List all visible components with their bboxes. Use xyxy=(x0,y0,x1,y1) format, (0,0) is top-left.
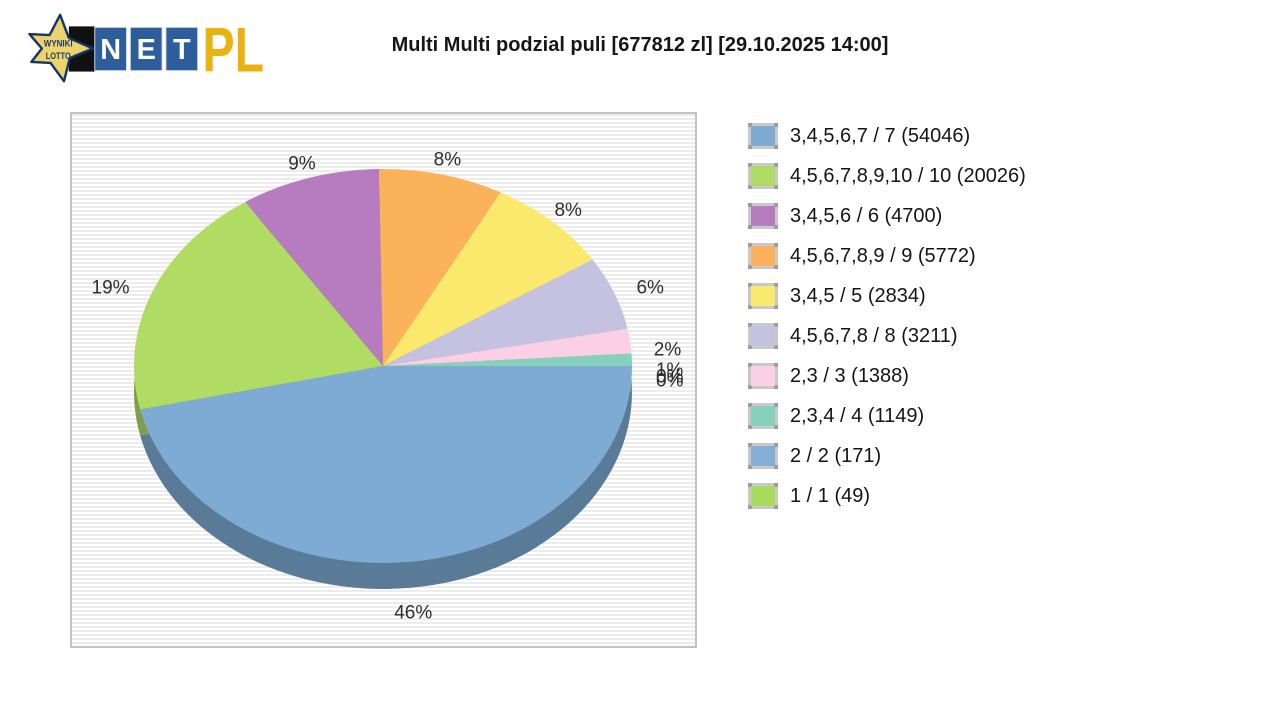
logo-star-text-line1: WYNIKI xyxy=(44,39,73,50)
legend-label: 4,5,6,7,8 / 8 (3211) xyxy=(790,324,958,347)
legend-swatch-color xyxy=(751,446,775,466)
legend-swatch-color xyxy=(751,486,775,506)
legend-swatch xyxy=(748,123,778,149)
legend-item: 3,4,5,6 / 6 (4700) xyxy=(748,196,1026,236)
legend-label: 1 / 1 (49) xyxy=(790,484,871,507)
legend-label: 2,3,4 / 4 (1149) xyxy=(790,404,925,427)
logo-star-text-line2: LOTTO xyxy=(46,51,71,62)
legend-swatch-color xyxy=(751,366,775,386)
pie-percent-label: 0% xyxy=(656,371,684,392)
legend-label: 4,5,6,7,8,9 / 9 (5772) xyxy=(790,244,976,267)
page-title: Multi Multi podzial puli [677812 zl] [29… xyxy=(391,34,889,56)
pie-slice xyxy=(383,328,632,366)
legend-swatch xyxy=(748,483,778,509)
pie-percent-label: 8% xyxy=(554,200,582,221)
logo-tile-e xyxy=(129,26,163,72)
pie-slice xyxy=(134,201,383,410)
legend-swatch-color xyxy=(751,286,775,306)
legend-item: 1 / 1 (49) xyxy=(748,476,1026,516)
legend-swatch xyxy=(748,283,778,309)
chart-panel: 46% 19% 9% 8% 8% 6% 2% 1% 0% 0% xyxy=(70,112,697,648)
legend-item: 2 / 2 (171) xyxy=(748,436,1026,476)
legend-swatch-color xyxy=(751,206,775,226)
pie-percent-label: 46% xyxy=(394,602,432,623)
legend-item: 4,5,6,7,8 / 8 (3211) xyxy=(748,316,1026,356)
legend-swatch xyxy=(748,163,778,189)
pie-percent-label: 6% xyxy=(636,277,664,298)
pie-slice xyxy=(383,192,593,366)
lotto-star-icon xyxy=(28,13,95,83)
logo-letter-e: E xyxy=(137,34,156,66)
legend-label: 2 / 2 (171) xyxy=(790,444,882,467)
pie-percent-label: 1% xyxy=(656,360,684,381)
legend-item: 4,5,6,7,8,9 / 9 (5772) xyxy=(748,236,1026,276)
site-logo[interactable]: WYNIKI LOTTO N E T PL xyxy=(14,6,264,96)
pie-percent-label: 8% xyxy=(434,150,462,171)
legend-item: 4,5,6,7,8,9,10 / 10 (20026) xyxy=(748,156,1026,196)
logo-letter-n: N xyxy=(100,34,121,66)
pie-slice xyxy=(140,366,632,563)
pie-chart: 46% 19% 9% 8% 8% 6% 2%1%0%0% xyxy=(92,150,684,624)
logo-letter-t: T xyxy=(173,34,191,66)
legend-swatch-color xyxy=(751,246,775,266)
legend-label: 3,4,5 / 5 (2834) xyxy=(790,284,926,307)
legend-swatch-color xyxy=(751,406,775,426)
legend-label: 3,4,5,6 / 6 (4700) xyxy=(790,204,943,227)
legend-swatch-color xyxy=(751,326,775,346)
pie-percent-label: 0% xyxy=(656,367,684,388)
legend-swatch xyxy=(748,243,778,269)
legend-swatch-color xyxy=(751,126,775,146)
pie-slice xyxy=(383,259,628,366)
legend-swatch xyxy=(748,203,778,229)
chart-legend: 3,4,5,6,7 / 7 (54046) 4,5,6,7,8,9,10 / 10… xyxy=(748,116,1026,516)
pie-slice xyxy=(245,169,383,366)
pie-percent-label: 2% xyxy=(654,340,682,361)
pie-slice xyxy=(383,353,632,366)
legend-swatch xyxy=(748,323,778,349)
logo-tile-n xyxy=(94,26,127,72)
legend-label: 2,3 / 3 (1388) xyxy=(790,364,909,387)
logo-graphic: WYNIKI LOTTO N E T PL xyxy=(28,13,264,86)
logo-suffix-pl: PL xyxy=(202,16,264,86)
pie-percent-label: 9% xyxy=(288,153,316,174)
legend-swatch-color xyxy=(751,166,775,186)
legend-item: 3,4,5,6,7 / 7 (54046) xyxy=(748,116,1026,156)
legend-item: 2,3 / 3 (1388) xyxy=(748,356,1026,396)
legend-label: 4,5,6,7,8,9,10 / 10 (20026) xyxy=(790,164,1026,187)
logo-tile-t xyxy=(165,26,199,72)
pie-slice xyxy=(379,169,501,366)
legend-item: 3,4,5 / 5 (2834) xyxy=(748,276,1026,316)
pie-percent-label: 19% xyxy=(92,277,130,298)
legend-item: 2,3,4 / 4 (1149) xyxy=(748,396,1026,436)
legend-swatch xyxy=(748,443,778,469)
legend-label: 3,4,5,6,7 / 7 (54046) xyxy=(790,124,971,147)
legend-swatch xyxy=(748,363,778,389)
legend-swatch xyxy=(748,403,778,429)
